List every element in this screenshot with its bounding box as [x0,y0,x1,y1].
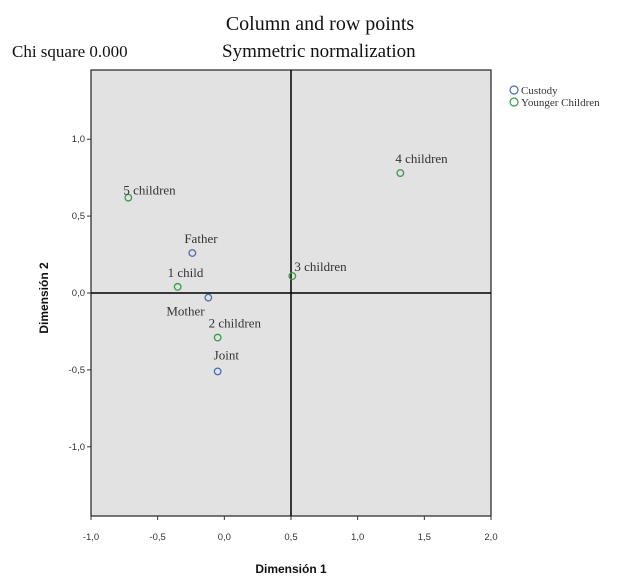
legend-symbol [509,85,519,95]
point-marker [188,249,197,257]
point-marker [173,282,182,291]
chart-title: Column and row points [226,13,415,35]
point-marker [124,193,133,202]
point-marker [288,272,297,281]
point-label: Joint [214,347,240,362]
point-marker [213,367,222,376]
point-label: Father [184,231,218,246]
x-tick-label: 1,5 [418,532,431,543]
x-axis-title: Dimensión 1 [255,562,327,576]
point-label: 1 child [168,265,204,280]
x-tick-label: -1,0 [83,532,99,543]
point-label: 5 children [123,183,176,198]
point-label: Mother [166,304,205,319]
y-tick-label: 0,5 [72,211,85,222]
x-tick-label: 0,0 [218,532,231,543]
y-tick-label: -1,0 [69,442,85,453]
point-label: 4 children [395,151,448,166]
normalization-subtitle: Symmetric normalization [222,41,416,62]
x-tick-label: 2,0 [484,532,497,543]
legend-label: Younger Children [521,97,600,109]
point-marker [396,169,405,177]
point-marker [213,333,222,342]
y-tick-label: 0,0 [72,288,85,299]
x-tick-label: 0,5 [284,532,297,543]
legend-symbol [509,97,519,107]
point-label: 3 children [294,259,347,274]
y-tick-label: -0,5 [69,365,85,376]
x-tick-label: -0,5 [149,532,165,543]
point-marker [204,293,213,302]
point-label: 2 children [209,316,262,331]
y-tick-label: 1,0 [72,134,85,145]
x-tick-label: 1,0 [351,532,364,543]
y-axis-title: Dimensión 2 [37,262,51,334]
legend-label: Custody [521,85,558,97]
chi-square-subtitle: Chi square 0.000 [12,42,128,61]
